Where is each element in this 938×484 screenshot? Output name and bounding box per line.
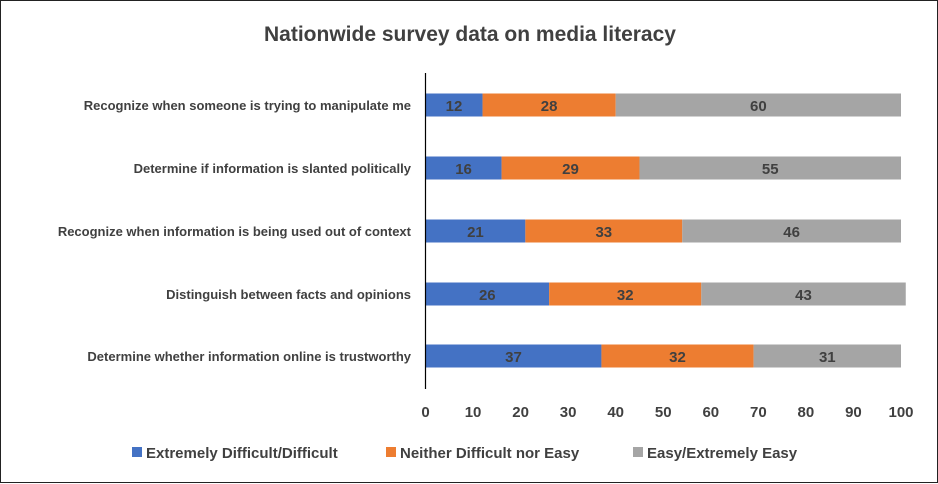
x-tick-label: 100 [888, 404, 913, 421]
bar-segment [525, 219, 683, 243]
x-tick-label: 40 [607, 404, 624, 421]
data-label: 55 [762, 161, 779, 178]
category-label: Determine if information is slanted poli… [134, 161, 412, 176]
bar-segment [425, 219, 526, 243]
legend-swatch [633, 447, 643, 457]
data-label: 29 [562, 161, 579, 178]
x-tick-label: 0 [421, 404, 429, 421]
bar-segment [682, 219, 901, 243]
category-label: Recognize when information is being used… [58, 224, 412, 239]
legend-label: Extremely Difficult/Difficult [146, 445, 338, 462]
data-label: 26 [479, 287, 496, 304]
bar-segment [701, 282, 906, 306]
bar-segment [425, 344, 602, 368]
data-label: 32 [617, 287, 634, 304]
bar-segment [753, 344, 901, 368]
x-tick-label: 90 [845, 404, 862, 421]
chart-title: Nationwide survey data on media literacy [264, 23, 676, 46]
data-label: 33 [595, 224, 612, 241]
bar-segment [601, 344, 754, 368]
legend-item: Extremely Difficult/Difficult [132, 445, 338, 462]
x-tick-label: 10 [465, 404, 482, 421]
legend-item: Easy/Extremely Easy [633, 445, 798, 462]
legend-swatch [386, 447, 396, 457]
data-label: 12 [446, 98, 463, 115]
category-label: Recognize when someone is trying to mani… [84, 98, 411, 113]
data-label: 28 [541, 98, 558, 115]
legend-swatch [132, 447, 142, 457]
legend-label: Neither Difficult nor Easy [400, 445, 580, 462]
x-tick-label: 20 [512, 404, 529, 421]
data-label: 46 [783, 224, 800, 241]
x-tick-label: 70 [750, 404, 767, 421]
data-label: 43 [795, 287, 812, 304]
data-label: 37 [505, 349, 522, 366]
category-label: Determine whether information online is … [87, 349, 411, 364]
category-label: Distinguish between facts and opinions [166, 287, 411, 302]
bar-segment [639, 156, 901, 180]
data-label: 21 [467, 224, 484, 241]
bar-segment [549, 282, 702, 306]
legend-label: Easy/Extremely Easy [647, 445, 798, 462]
legend-item: Neither Difficult nor Easy [386, 445, 580, 462]
bar-segment [501, 156, 640, 180]
bar-segment [425, 282, 550, 306]
data-label: 60 [750, 98, 767, 115]
bar-segment [425, 156, 502, 180]
x-tick-label: 80 [798, 404, 815, 421]
x-tick-label: 30 [560, 404, 577, 421]
x-tick-label: 60 [702, 404, 719, 421]
data-label: 31 [819, 349, 836, 366]
data-label: 16 [455, 161, 472, 178]
bar-segment [482, 93, 616, 117]
data-label: 32 [669, 349, 686, 366]
x-tick-label: 50 [655, 404, 672, 421]
bar-segment [615, 93, 901, 117]
bar-segment [425, 93, 483, 117]
